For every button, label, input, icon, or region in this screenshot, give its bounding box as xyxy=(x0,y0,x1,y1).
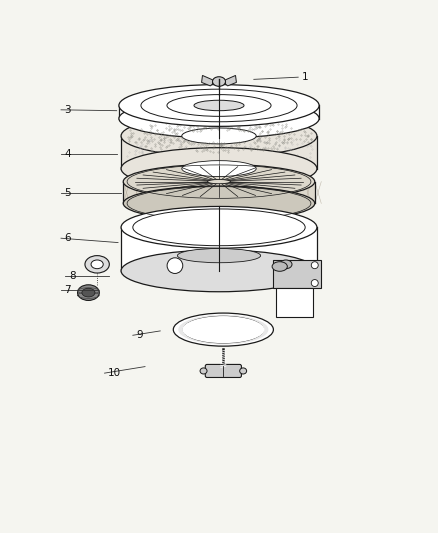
Ellipse shape xyxy=(177,248,261,263)
Polygon shape xyxy=(123,182,315,204)
Ellipse shape xyxy=(212,77,226,86)
Text: 6: 6 xyxy=(64,233,71,243)
Ellipse shape xyxy=(200,368,207,374)
Ellipse shape xyxy=(121,115,317,157)
Ellipse shape xyxy=(167,94,271,116)
Ellipse shape xyxy=(184,317,263,343)
Polygon shape xyxy=(121,228,317,271)
Text: 3: 3 xyxy=(64,105,71,115)
Ellipse shape xyxy=(85,256,110,273)
Ellipse shape xyxy=(119,99,319,138)
Ellipse shape xyxy=(82,288,95,297)
Ellipse shape xyxy=(280,260,292,269)
Ellipse shape xyxy=(208,180,230,184)
Ellipse shape xyxy=(182,160,256,176)
Ellipse shape xyxy=(182,316,265,343)
Ellipse shape xyxy=(121,250,317,292)
Circle shape xyxy=(167,258,183,273)
Polygon shape xyxy=(119,106,319,118)
Ellipse shape xyxy=(121,206,317,248)
Ellipse shape xyxy=(133,209,305,246)
Ellipse shape xyxy=(173,313,273,346)
Text: 4: 4 xyxy=(64,149,71,159)
FancyBboxPatch shape xyxy=(276,288,313,317)
Text: 7: 7 xyxy=(64,286,71,295)
Text: 9: 9 xyxy=(136,330,143,340)
Ellipse shape xyxy=(91,260,103,269)
Ellipse shape xyxy=(78,285,99,301)
Ellipse shape xyxy=(121,148,317,189)
Polygon shape xyxy=(201,76,212,86)
Ellipse shape xyxy=(178,314,268,344)
Text: 10: 10 xyxy=(108,368,121,378)
Ellipse shape xyxy=(240,368,247,374)
Polygon shape xyxy=(226,76,237,86)
Ellipse shape xyxy=(194,100,244,111)
Circle shape xyxy=(311,279,318,287)
Text: 1: 1 xyxy=(302,72,308,82)
Polygon shape xyxy=(121,136,317,168)
Ellipse shape xyxy=(141,89,297,122)
Ellipse shape xyxy=(182,128,256,144)
Ellipse shape xyxy=(119,85,319,126)
Circle shape xyxy=(311,262,318,269)
Text: 5: 5 xyxy=(64,188,71,198)
Text: 8: 8 xyxy=(69,271,75,281)
Ellipse shape xyxy=(123,186,315,221)
Ellipse shape xyxy=(123,164,315,199)
FancyBboxPatch shape xyxy=(205,365,241,377)
Ellipse shape xyxy=(272,262,287,271)
Polygon shape xyxy=(273,260,321,288)
